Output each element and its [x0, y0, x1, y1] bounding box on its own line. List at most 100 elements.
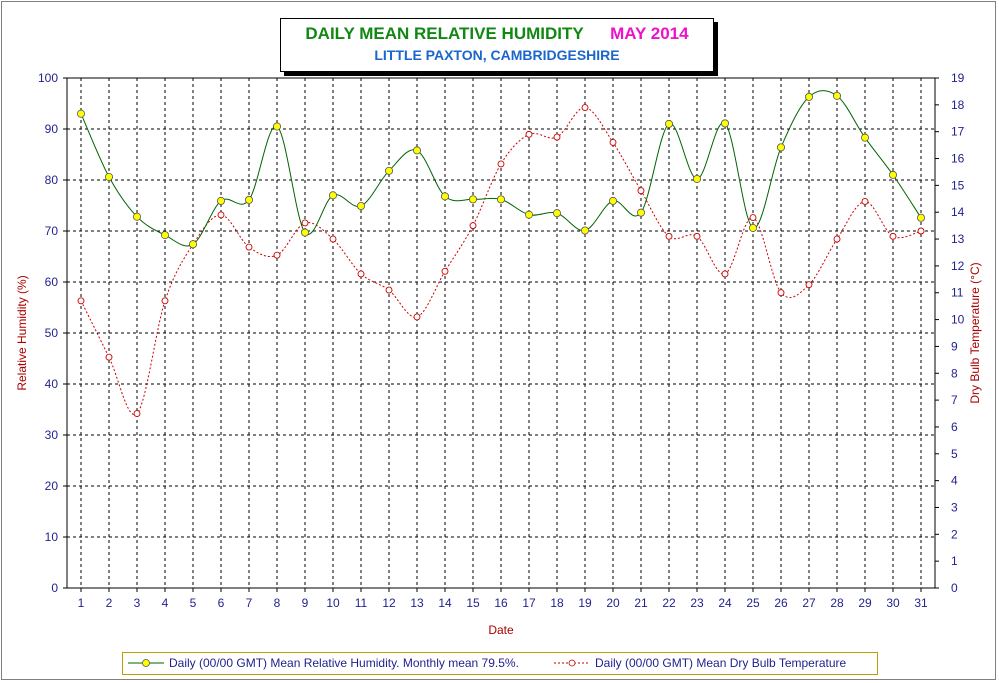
temperature-point [357, 270, 365, 278]
y2-axis-title: Dry Bulb Temperature (°C) [968, 262, 982, 403]
x-tick-label: 21 [634, 596, 648, 610]
humidity-point [105, 172, 114, 181]
temperature-point [77, 297, 85, 305]
x-tick-label: 22 [662, 596, 676, 610]
temperature-point [889, 232, 897, 240]
legend-swatch-temperature [554, 659, 590, 667]
temperature-point [441, 267, 449, 275]
humidity-point [665, 119, 674, 128]
temperature-point [497, 160, 505, 168]
x-tick-label: 28 [830, 596, 844, 610]
x-tick-label: 31 [914, 596, 928, 610]
x-tick-label: 24 [718, 596, 732, 610]
temperature-point [469, 222, 477, 230]
humidity-point [525, 210, 534, 219]
chart-title-month: MAY 2014 [610, 24, 689, 43]
temperature-point [329, 235, 337, 243]
legend-item-humidity: Daily (00/00 GMT) Mean Relative Humidity… [127, 656, 519, 670]
y2-tick-label: 5 [951, 447, 958, 461]
humidity-point [384, 166, 393, 175]
humidity-point [553, 209, 562, 218]
y2-tick-label: 7 [951, 393, 958, 407]
humidity-point [244, 195, 253, 204]
temperature-point [525, 130, 533, 138]
x-tick-label: 9 [302, 596, 309, 610]
y2-tick-label: 3 [951, 500, 958, 514]
x-tick-label: 30 [886, 596, 900, 610]
y-tick-label: 10 [45, 530, 59, 544]
x-tick-label: 26 [774, 596, 788, 610]
humidity-point [272, 122, 281, 131]
temperature-point [693, 232, 701, 240]
temperature-point [273, 251, 281, 259]
temperature-point [161, 297, 169, 305]
y2-tick-label: 18 [951, 98, 965, 112]
humidity-point [300, 228, 309, 237]
x-tick-label: 1 [78, 596, 85, 610]
x-tick-label: 18 [550, 596, 564, 610]
legend-swatch-humidity [128, 659, 164, 667]
y-tick-label: 90 [45, 122, 59, 136]
y-axis-title: Relative Humidity (%) [15, 275, 29, 390]
y2-tick-label: 2 [951, 527, 958, 541]
temperature-point [861, 198, 869, 205]
humidity-point [328, 191, 337, 200]
humidity-point [609, 196, 618, 205]
x-tick-label: 23 [690, 596, 704, 610]
temperature-point [833, 235, 841, 243]
temperature-point [553, 133, 561, 141]
humidity-point [693, 174, 702, 183]
x-tick-label: 8 [274, 596, 281, 610]
y2-tick-label: 10 [951, 313, 965, 327]
temperature-point [581, 104, 589, 111]
humidity-point [917, 213, 926, 222]
y2-tick-label: 6 [951, 420, 958, 434]
y-tick-label: 0 [51, 581, 58, 595]
y2-tick-label: 8 [951, 366, 958, 380]
x-tick-label: 7 [246, 596, 253, 610]
humidity-point [77, 109, 86, 118]
chart-title: DAILY MEAN RELATIVE HUMIDITY [305, 24, 584, 43]
y-tick-label: 80 [45, 173, 59, 187]
x-tick-label: 6 [218, 596, 225, 610]
x-tick-label: 13 [410, 596, 424, 610]
x-tick-label: 27 [802, 596, 816, 610]
legend-label-humidity: Daily (00/00 GMT) Mean Relative Humidity… [169, 656, 519, 670]
x-tick-label: 19 [578, 596, 592, 610]
humidity-point [833, 91, 842, 100]
x-tick-label: 2 [106, 596, 113, 610]
humidity-point [132, 212, 141, 221]
humidity-point [188, 240, 197, 249]
temperature-point [637, 187, 645, 195]
x-tick-label: 12 [382, 596, 396, 610]
x-tick-label: 4 [162, 596, 169, 610]
x-tick-label: 5 [190, 596, 197, 610]
temperature-point [777, 289, 785, 297]
y2-tick-label: 14 [951, 205, 965, 219]
temperature-point [917, 227, 925, 235]
temperature-point [105, 353, 113, 361]
temperature-point [609, 138, 617, 146]
x-tick-label: 17 [522, 596, 536, 610]
x-tick-label: 3 [134, 596, 141, 610]
y-tick-label: 60 [45, 275, 59, 289]
humidity-point [412, 146, 421, 155]
temperature-point [217, 211, 225, 219]
temperature-series-line [80, 106, 922, 416]
x-tick-label: 11 [355, 596, 368, 610]
y2-tick-label: 4 [951, 474, 958, 488]
temperature-point [413, 313, 421, 321]
humidity-point [468, 195, 477, 204]
y-tick-label: 30 [45, 428, 59, 442]
y2-tick-label: 19 [951, 71, 965, 85]
humidity-point [440, 192, 449, 201]
humidity-point [637, 208, 646, 217]
humidity-point [216, 196, 225, 205]
humidity-point [777, 143, 786, 152]
x-tick-label: 25 [746, 596, 760, 610]
x-tick-label: 15 [466, 596, 480, 610]
y2-tick-label: 12 [951, 259, 965, 273]
y2-tick-label: 16 [951, 152, 965, 166]
temperature-point [805, 281, 813, 289]
